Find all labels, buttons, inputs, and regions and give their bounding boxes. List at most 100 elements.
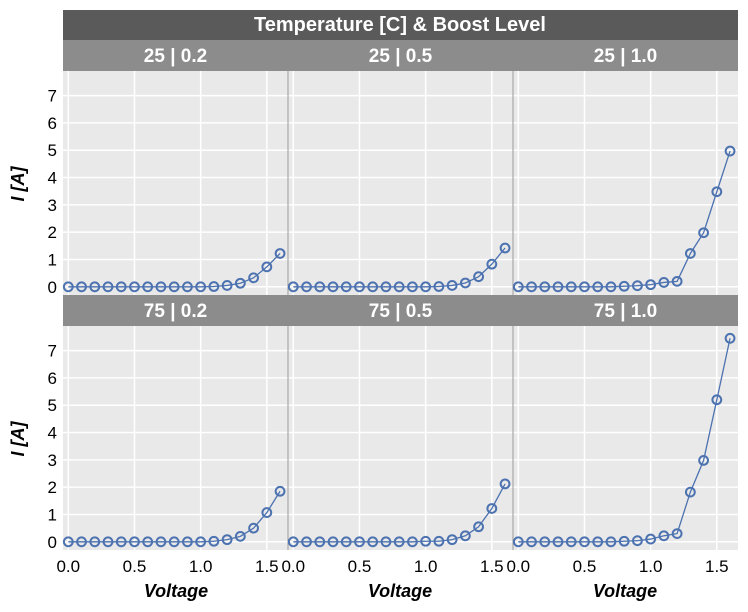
data-point xyxy=(261,261,273,273)
x-tick-label: 0.5 xyxy=(123,557,147,576)
panel-2: 25 | 0.5 xyxy=(287,40,513,295)
data-point xyxy=(129,281,140,293)
y-tick-label: 0 xyxy=(48,533,57,552)
data-point xyxy=(115,536,127,548)
data-point xyxy=(354,536,365,548)
panel-strip-label: 75 | 1.0 xyxy=(594,301,657,322)
y-tick-label: 0 xyxy=(48,278,57,297)
data-point xyxy=(407,281,418,293)
data-point xyxy=(684,248,696,259)
data-point xyxy=(340,281,352,293)
data-point xyxy=(314,536,326,548)
panel-strip-label: 25 | 0.2 xyxy=(144,46,207,67)
y-axis-title-bottom: I [A] xyxy=(8,421,28,457)
data-point xyxy=(248,272,259,284)
data-point xyxy=(486,258,498,270)
data-point xyxy=(314,281,326,293)
x-axis-title-2: Voltage xyxy=(368,581,432,601)
data-point xyxy=(274,248,286,259)
y-tick-label: 2 xyxy=(48,478,57,497)
data-point xyxy=(393,281,405,293)
data-point xyxy=(645,533,657,545)
panel-strip xyxy=(288,295,513,326)
panel-background xyxy=(63,71,288,295)
data-point xyxy=(459,530,471,542)
data-point xyxy=(234,530,246,542)
data-point xyxy=(393,536,405,548)
data-point xyxy=(327,281,339,293)
data-point xyxy=(632,535,643,547)
x-tick-label: 0.0 xyxy=(281,557,305,576)
y-tick-label: 6 xyxy=(48,369,57,388)
data-point xyxy=(565,536,577,548)
x-tick-label: 0.5 xyxy=(348,557,372,576)
y-axis-title-top: I [A] xyxy=(8,166,28,202)
data-point xyxy=(698,227,709,239)
panel-strip xyxy=(63,40,288,71)
data-point xyxy=(446,534,458,546)
data-point xyxy=(142,536,154,548)
data-point xyxy=(301,281,312,293)
data-point xyxy=(221,280,233,291)
data-point xyxy=(102,536,114,548)
chart-title: Temperature [C] & Boost Level xyxy=(254,14,546,36)
data-point xyxy=(168,536,180,548)
data-point xyxy=(420,535,432,547)
y-tick-label: 2 xyxy=(48,223,57,242)
data-point xyxy=(76,281,87,293)
y-tick-label: 3 xyxy=(48,451,57,470)
y-tick-label: 3 xyxy=(48,196,57,215)
data-point xyxy=(274,485,286,497)
data-point xyxy=(155,536,167,548)
data-point xyxy=(618,280,630,292)
data-point xyxy=(89,536,101,548)
data-point xyxy=(565,281,577,293)
y-tick-label: 7 xyxy=(48,87,57,106)
panel-3: 25 | 1.0 xyxy=(512,40,738,295)
data-point xyxy=(632,280,643,292)
data-point xyxy=(407,536,418,548)
data-point xyxy=(605,281,617,293)
data-point xyxy=(129,536,140,548)
x-axis-title-1: Voltage xyxy=(144,581,208,601)
data-point xyxy=(208,281,220,292)
data-point xyxy=(592,536,604,548)
panel-background xyxy=(513,71,738,295)
data-point xyxy=(459,277,471,289)
panel-strip-label: 25 | 1.0 xyxy=(594,46,657,67)
data-point xyxy=(248,522,259,534)
x-tick-label: 1.5 xyxy=(705,557,729,576)
data-point xyxy=(340,536,352,548)
data-point xyxy=(155,281,167,293)
data-point xyxy=(473,521,484,533)
x-tick-label: 1.0 xyxy=(189,557,213,576)
panel-background xyxy=(288,71,513,295)
data-point xyxy=(473,271,484,283)
panel-strip-label: 75 | 0.5 xyxy=(369,301,433,322)
data-point xyxy=(182,281,193,293)
data-point xyxy=(658,530,670,542)
data-point xyxy=(724,145,736,157)
data-point xyxy=(446,280,458,291)
data-point xyxy=(526,281,537,293)
panel-strip xyxy=(513,40,738,71)
data-point xyxy=(287,536,299,548)
panel-5: 75 | 0.5 0.0 0.5 1.0 1.5 xyxy=(281,295,513,576)
data-point xyxy=(618,535,630,547)
data-point xyxy=(221,534,233,546)
data-point xyxy=(512,281,524,293)
data-point xyxy=(89,281,101,293)
title-strip xyxy=(63,10,738,40)
data-point xyxy=(711,186,723,198)
data-point xyxy=(367,536,379,548)
data-point xyxy=(539,536,551,548)
panel-background xyxy=(513,326,738,550)
data-point xyxy=(182,536,193,548)
x-tick-label: 1.0 xyxy=(414,557,438,576)
data-point xyxy=(142,281,154,293)
data-point xyxy=(671,528,683,540)
data-point xyxy=(380,536,392,548)
panel-strip xyxy=(288,40,513,71)
data-point xyxy=(539,281,551,293)
